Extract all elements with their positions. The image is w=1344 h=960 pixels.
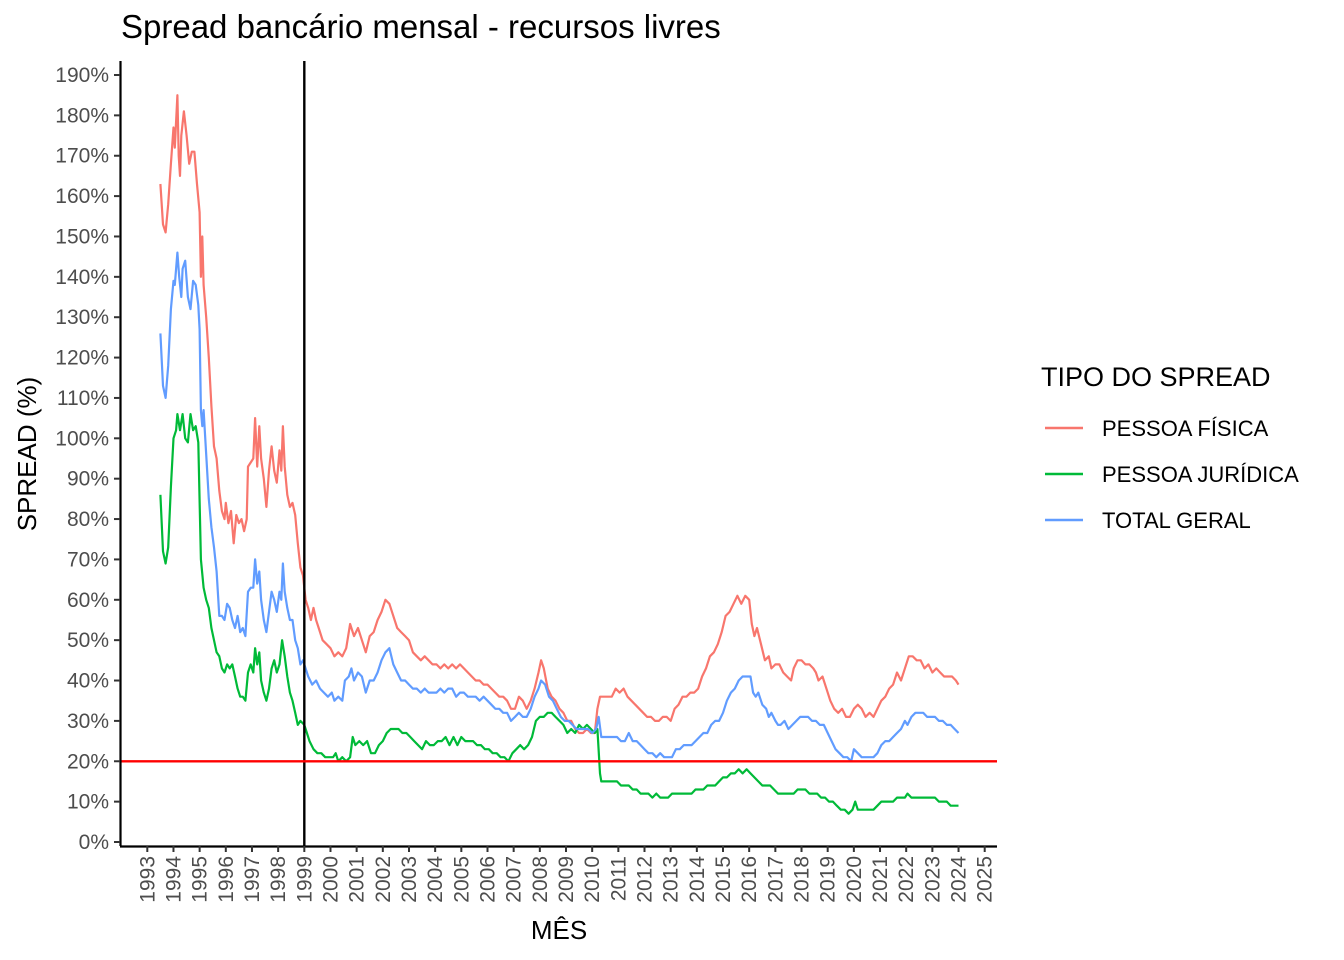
- x-tick-label: 2024: [948, 856, 971, 903]
- x-tick-label: 2018: [791, 856, 814, 903]
- y-tick-label: 20%: [67, 750, 109, 773]
- x-axis-title: MÊS: [531, 915, 587, 945]
- x-tick-label: 2023: [921, 856, 944, 903]
- y-tick-label: 160%: [55, 185, 109, 208]
- x-tick-label: 2016: [738, 856, 761, 903]
- x-tick-label: 1995: [189, 856, 212, 903]
- y-axis-ticks: 0% 10% 20% 30% 40% 50% 60% 70% 80% 90% 100% 110% 120…: [55, 64, 120, 854]
- y-tick-label: 180%: [55, 104, 109, 127]
- x-tick-label: 2001: [346, 856, 369, 903]
- y-tick-label: 80%: [67, 508, 109, 531]
- series-line-2: [159, 251, 960, 763]
- x-tick-label: 2005: [450, 856, 473, 903]
- legend-label: PESSOA JURÍDICA: [1102, 462, 1299, 487]
- x-tick-label: 2009: [555, 856, 578, 903]
- chart-title: Spread bancário mensal - recursos livres: [121, 8, 721, 45]
- x-tick-label: 2014: [686, 856, 709, 903]
- y-tick-label: 40%: [67, 670, 109, 693]
- x-tick-label: 2019: [817, 856, 840, 903]
- x-tick-label: 2004: [424, 856, 447, 903]
- y-tick-label: 150%: [55, 225, 109, 248]
- x-tick-label: 2006: [476, 856, 499, 903]
- x-tick-label: 2015: [712, 856, 735, 903]
- y-tick-label: 60%: [67, 589, 109, 612]
- x-tick-label: 2003: [398, 856, 421, 903]
- legend-title: TIPO DO SPREAD: [1041, 362, 1271, 392]
- x-tick-label: 2007: [503, 856, 526, 903]
- y-tick-label: 110%: [57, 387, 109, 410]
- plot-area: [120, 61, 997, 846]
- x-tick-label: 2002: [372, 856, 395, 903]
- y-tick-label: 70%: [67, 548, 109, 571]
- legend-label: TOTAL GERAL: [1102, 508, 1251, 533]
- x-tick-label: 2000: [319, 856, 342, 903]
- y-axis-title: SPREAD (%): [12, 377, 42, 532]
- x-axis-ticks: 1993 1994 1995 1996 1997 1998 1999 2000 2001 2002…: [136, 846, 997, 903]
- y-tick-label: 130%: [55, 306, 109, 329]
- legend-label: PESSOA FÍSICA: [1102, 416, 1269, 441]
- y-tick-label: 0%: [79, 831, 109, 854]
- series-line-0: [159, 94, 960, 735]
- x-tick-label: 2008: [529, 856, 552, 903]
- x-tick-label: 2011: [607, 856, 630, 901]
- y-tick-label: 170%: [55, 145, 109, 168]
- series-line-1: [159, 413, 959, 815]
- legend: TIPO DO SPREAD PESSOA FÍSICA PESSOA JURÍD…: [1041, 362, 1299, 533]
- y-tick-label: 100%: [55, 427, 109, 450]
- x-tick-label: 2013: [660, 856, 683, 903]
- x-tick-label: 1994: [162, 856, 185, 903]
- x-tick-label: 1998: [267, 856, 290, 903]
- x-tick-label: 2017: [764, 856, 787, 903]
- y-tick-label: 10%: [67, 791, 109, 814]
- y-tick-label: 30%: [67, 710, 109, 733]
- x-tick-label: 1997: [241, 856, 264, 903]
- x-tick-label: 2022: [895, 856, 918, 903]
- x-tick-label: 2020: [843, 856, 866, 903]
- y-tick-label: 90%: [67, 468, 109, 491]
- y-tick-label: 140%: [55, 266, 109, 289]
- x-tick-label: 2012: [634, 856, 657, 903]
- x-tick-label: 2025: [974, 856, 997, 903]
- y-tick-label: 190%: [55, 64, 109, 87]
- x-tick-label: 1999: [293, 856, 316, 903]
- y-tick-label: 120%: [55, 347, 109, 370]
- x-tick-label: 2021: [869, 856, 892, 903]
- x-tick-label: 1996: [215, 856, 238, 903]
- x-tick-label: 2010: [581, 856, 604, 903]
- x-tick-label: 1993: [136, 856, 159, 903]
- y-tick-label: 50%: [67, 629, 109, 652]
